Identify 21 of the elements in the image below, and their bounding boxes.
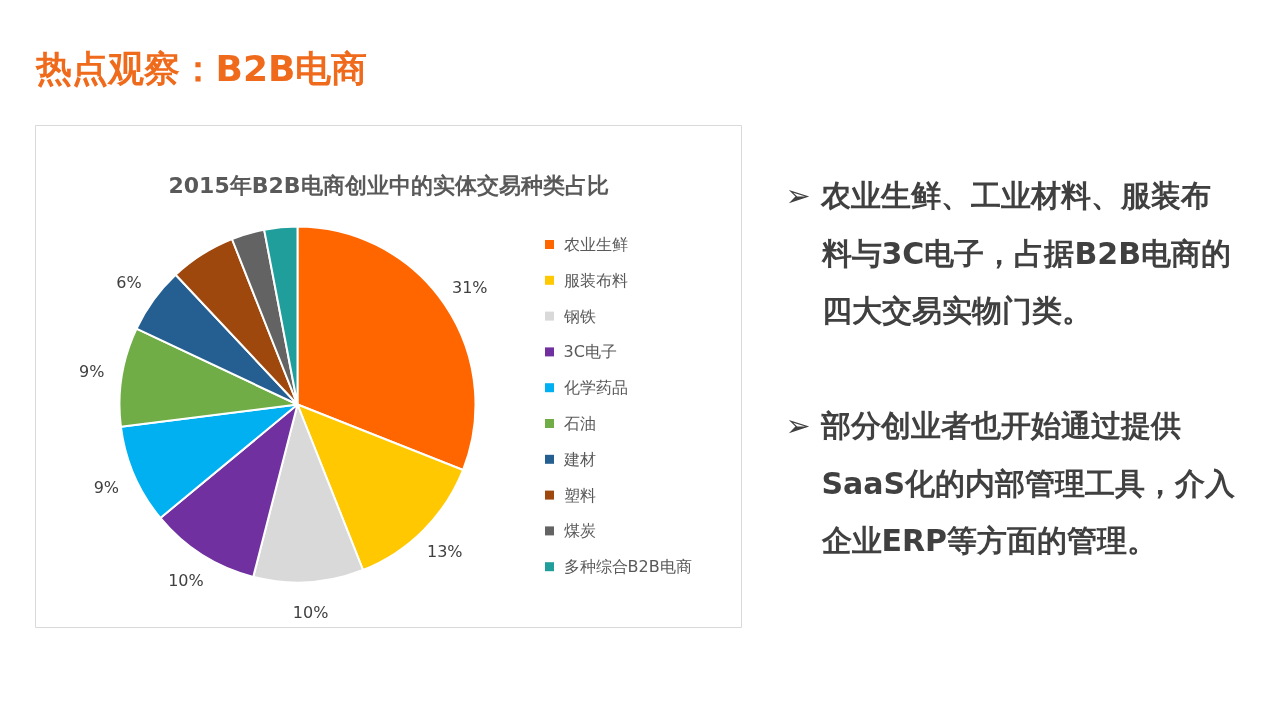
data-label: 31% bbox=[451, 277, 488, 297]
legend-label: 塑料 bbox=[563, 485, 596, 505]
data-label: 9% bbox=[93, 477, 120, 497]
text: ➢ 农业生鲜、工业材料、服装布料与3C电子，占据B2B电商的四大交易实物门类。 bbox=[785, 178, 1231, 328]
legend-label: 建材 bbox=[562, 449, 596, 469]
chart-title: 热点观察：B2B电商 bbox=[34, 48, 368, 89]
legend-label: 化学药品 bbox=[563, 378, 628, 398]
data-label: 10% bbox=[168, 570, 204, 590]
legend-label: 农业生鲜 bbox=[563, 235, 628, 254]
legend-label: 钢铁 bbox=[562, 306, 596, 326]
text: ➢ 部分创业者也开始通过提供SaaS化的内部管理工具，介入企业ERP等方面的管理。 bbox=[785, 408, 1237, 558]
chart-subtitle: 2015年B2B电商创业中的实体交易种类占比 bbox=[168, 173, 609, 198]
legend-label: 石油 bbox=[563, 414, 596, 433]
data-label: 13% bbox=[426, 542, 463, 562]
legend-label: 服装布料 bbox=[563, 270, 628, 290]
legend-label: 多种综合B2B电商 bbox=[563, 557, 692, 577]
data-label: 6% bbox=[116, 272, 142, 292]
data-label: 10% bbox=[292, 602, 329, 622]
legend-label: 3C电子 bbox=[563, 342, 617, 362]
legend-label: 煤炭 bbox=[563, 521, 596, 541]
data-label: 9% bbox=[79, 362, 105, 382]
